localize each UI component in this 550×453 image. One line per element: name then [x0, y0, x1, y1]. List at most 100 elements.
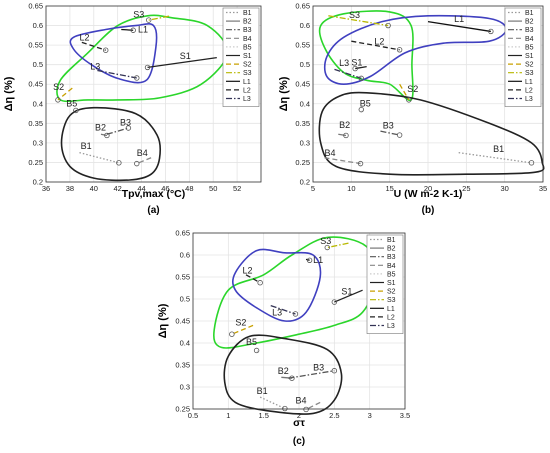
series-s3 [327, 242, 349, 249]
marker-s1 [144, 64, 151, 71]
label-l1: L1 [454, 14, 464, 24]
series-l2 [81, 41, 106, 51]
y-tick-label: 0.35 [28, 119, 43, 128]
series-b5 [256, 350, 259, 353]
marker-b1 [282, 405, 288, 412]
label-b2: B2 [339, 120, 350, 130]
series-s2 [57, 87, 73, 101]
region-blue [231, 248, 322, 322]
legend-entry-l2: L2 [525, 87, 533, 94]
legend-entry-b3: B3 [525, 27, 534, 34]
legend-entry-s1: S1 [387, 280, 396, 287]
x-tick-label: 1.5 [258, 411, 268, 420]
marker-l1 [488, 28, 494, 35]
label-b4: B4 [325, 148, 336, 158]
x-tick-label: 44 [137, 184, 145, 193]
y-tick-label: 0.3 [300, 138, 310, 147]
series-b4 [305, 401, 321, 411]
series-b2 [338, 133, 347, 137]
legend-box [366, 234, 404, 334]
legend-entry-l1: L1 [525, 79, 533, 86]
marker-b4 [303, 406, 309, 413]
marker-b4 [357, 160, 364, 167]
legend-entry-b5: B5 [243, 44, 252, 51]
axes-frame [312, 5, 544, 183]
y-tick-label: 0.55 [175, 273, 190, 282]
label-s3: S3 [349, 10, 360, 20]
x-tick-label: 35 [539, 184, 547, 193]
y-tick-label: 0.5 [300, 60, 310, 69]
legend-entry-l3: L3 [243, 96, 251, 103]
y-tick-label: 0.35 [175, 361, 190, 370]
marker-b1 [116, 160, 122, 166]
legend-entry-b1: B1 [387, 237, 396, 244]
y-tick-label: 0.45 [28, 80, 43, 89]
label-s1: S1 [341, 287, 352, 297]
legend-entry-s3: S3 [525, 70, 534, 77]
legend-entry-s2: S2 [525, 62, 534, 69]
y-tick-label: 0.25 [28, 158, 43, 167]
legend-box [222, 7, 260, 107]
label-l3: L3 [272, 308, 282, 318]
region-black [318, 91, 545, 176]
y-axis-label: Δη (%) [157, 303, 169, 338]
label-l3: L3 [339, 58, 349, 68]
series-b1 [79, 152, 120, 164]
series-l1 [427, 21, 491, 33]
label-s2: S2 [53, 82, 64, 92]
label-s2: S2 [235, 317, 246, 327]
series-l1 [305, 258, 310, 261]
y-tick-label: 0.45 [295, 80, 310, 89]
marker-s1 [331, 299, 338, 305]
series-b3 [106, 127, 129, 135]
label-b3: B3 [313, 363, 324, 373]
marker-b5 [358, 106, 364, 113]
marker-s2 [406, 97, 412, 103]
legend-entry-l2: L2 [243, 87, 251, 94]
legend-entry-b4: B4 [387, 263, 396, 270]
y-tick-label: 0.4 [300, 99, 310, 108]
series-b2 [100, 133, 108, 137]
legend-entry-s1: S1 [243, 53, 252, 60]
axes-frame [45, 5, 262, 183]
marker-b3 [331, 368, 338, 374]
series-b4 [324, 157, 361, 165]
x-tick-label: 50 [209, 184, 217, 193]
label-b4: B4 [137, 148, 148, 158]
marker-l1 [130, 27, 136, 33]
marker-l3 [358, 75, 364, 82]
y-tick-label: 0.4 [180, 339, 190, 348]
series-s1 [147, 56, 217, 69]
legend-entry-s3: S3 [387, 297, 396, 304]
x-tick-label: 5 [311, 184, 315, 193]
legend-entry-b1: B1 [243, 10, 252, 17]
y-tick-label: 0.4 [33, 99, 43, 108]
label-b4: B4 [295, 396, 306, 406]
y-tick-label: 0.35 [295, 119, 310, 128]
legend-box [504, 7, 542, 107]
marker-b2 [104, 132, 110, 139]
x-axis-label: Tpv,max (°C) [122, 188, 186, 200]
label-b2: B2 [278, 366, 289, 376]
legend-entry-b1: B1 [525, 10, 534, 17]
marker-l3 [292, 311, 299, 317]
y-tick-label: 0.55 [28, 41, 43, 50]
marker-b2 [343, 132, 349, 139]
label-s3: S3 [320, 236, 331, 246]
x-axis-label: U (W m-2 K-1) [394, 188, 463, 200]
y-tick-label: 0.65 [28, 2, 43, 11]
label-l3: L3 [90, 61, 100, 71]
x-tick-label: 42 [113, 184, 121, 193]
series-s3 [148, 15, 170, 21]
y-tick-label: 0.25 [295, 158, 310, 167]
legend-entry-b2: B2 [387, 246, 396, 253]
y-tick-label: 0.2 [300, 178, 310, 187]
marker-l1 [306, 257, 313, 263]
x-tick-label: 36 [42, 184, 50, 193]
marker-b1 [528, 160, 535, 166]
series-l3 [97, 69, 137, 79]
